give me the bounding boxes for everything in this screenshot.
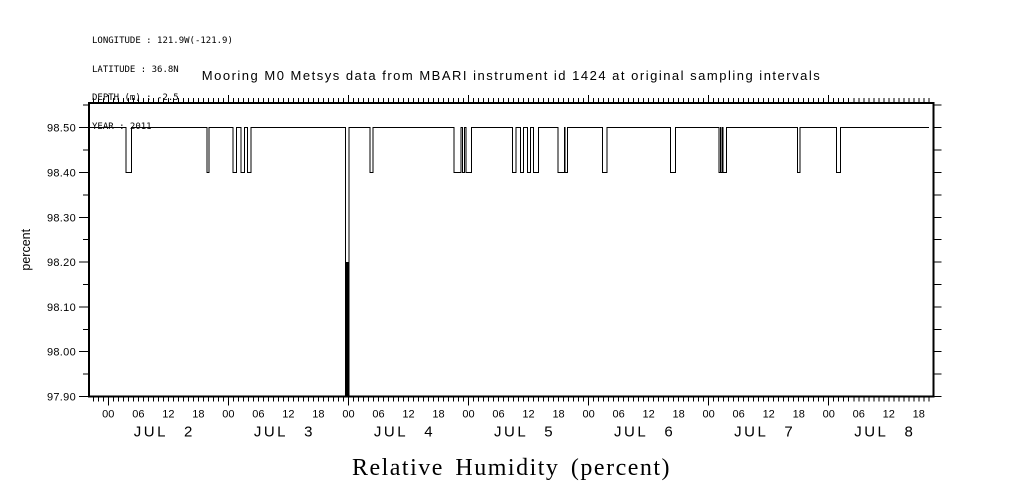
hour-label: 06 bbox=[252, 409, 264, 421]
day-label: JUL 7 bbox=[734, 424, 795, 441]
y-tick-label: 98.30 bbox=[47, 212, 76, 224]
hour-label: 00 bbox=[342, 409, 354, 421]
hour-label: 18 bbox=[192, 409, 204, 421]
humidity-series-line bbox=[89, 127, 929, 397]
hour-label: 12 bbox=[522, 409, 534, 421]
day-label: JUL 8 bbox=[854, 424, 915, 441]
hour-label: 06 bbox=[612, 409, 624, 421]
y-tick-label: 98.00 bbox=[47, 347, 76, 359]
hour-label: 00 bbox=[823, 409, 835, 421]
longitude-info: LONGITUDE : 121.9W(-121.9) bbox=[92, 36, 233, 46]
hour-label: 00 bbox=[703, 409, 715, 421]
day-label: JUL 6 bbox=[614, 424, 675, 441]
latitude-info: LATITUDE : 36.8N bbox=[92, 64, 179, 75]
hour-label: 06 bbox=[733, 409, 745, 421]
hour-label: 06 bbox=[372, 409, 384, 421]
hour-label: 18 bbox=[673, 409, 685, 421]
y-axis-label: percent bbox=[19, 228, 33, 270]
year-info: YEAR : 2011 bbox=[92, 121, 152, 132]
hour-label: 18 bbox=[913, 409, 925, 421]
hour-label: 00 bbox=[222, 409, 234, 421]
hour-label: 12 bbox=[763, 409, 775, 421]
chart-title: Mooring M0 Metsys data from MBARI instru… bbox=[201, 68, 822, 83]
day-label: JUL 3 bbox=[254, 424, 315, 441]
hour-label: 12 bbox=[162, 409, 174, 421]
hour-label: 12 bbox=[883, 409, 895, 421]
deep-spike-fill bbox=[345, 262, 349, 397]
hour-label: 12 bbox=[643, 409, 655, 421]
day-label: JUL 4 bbox=[374, 424, 435, 441]
day-label: JUL 5 bbox=[494, 424, 555, 441]
y-tick-label: 98.50 bbox=[47, 123, 76, 135]
x-axis-label: Relative Humidity (percent) bbox=[351, 455, 672, 481]
y-tick-label: 98.10 bbox=[47, 302, 76, 314]
axes-frame bbox=[88, 102, 935, 398]
hour-label: 12 bbox=[402, 409, 414, 421]
hour-label: 18 bbox=[312, 409, 324, 421]
hour-label: 06 bbox=[853, 409, 865, 421]
y-tick-label: 98.40 bbox=[47, 167, 76, 179]
hour-label: 18 bbox=[432, 409, 444, 421]
hour-label: 00 bbox=[582, 409, 594, 421]
hour-label: 18 bbox=[793, 409, 805, 421]
hour-label: 12 bbox=[282, 409, 294, 421]
hour-label: 18 bbox=[552, 409, 564, 421]
hour-label: 06 bbox=[492, 409, 504, 421]
hour-label: 00 bbox=[462, 409, 474, 421]
day-label: JUL 2 bbox=[134, 424, 195, 441]
y-tick-label: 97.90 bbox=[47, 392, 76, 404]
y-tick-label: 98.20 bbox=[47, 257, 76, 269]
hour-label: 06 bbox=[132, 409, 144, 421]
hour-label: 00 bbox=[102, 409, 114, 421]
